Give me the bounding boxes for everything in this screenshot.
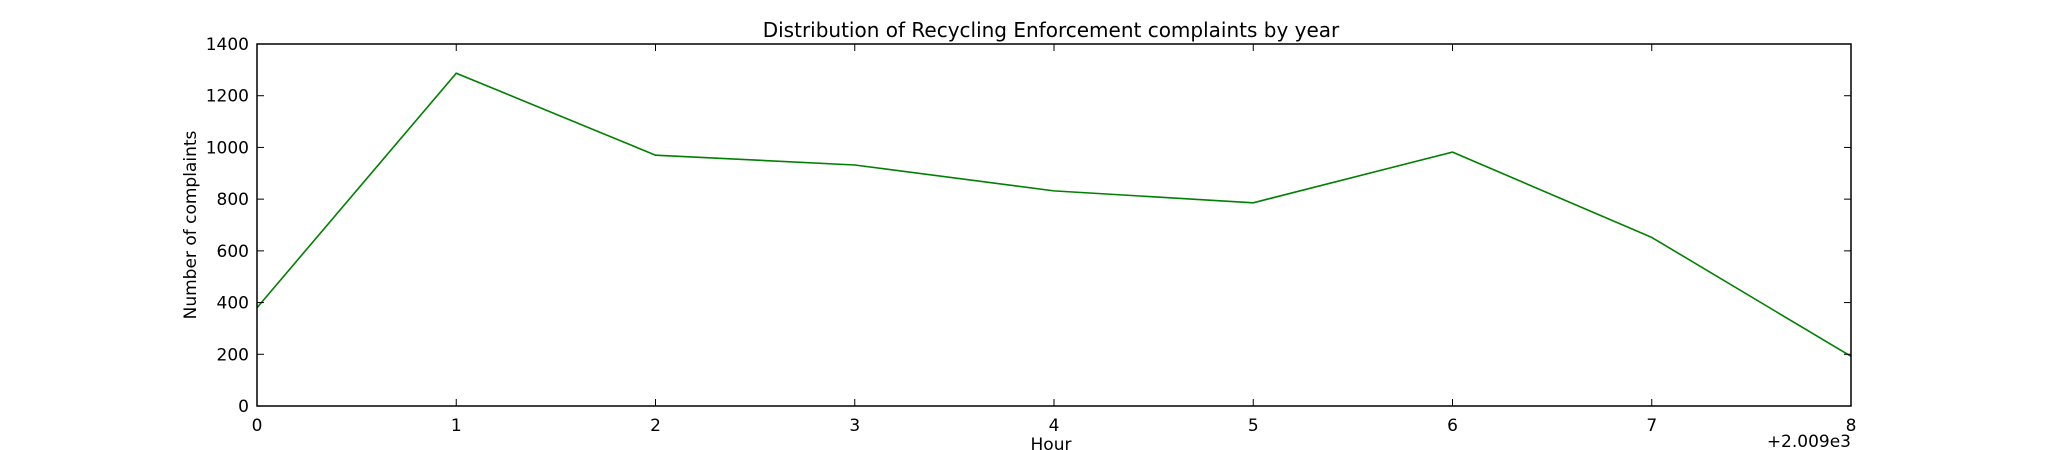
plot-frame <box>256 43 1852 407</box>
y-tick-label: 1200 <box>206 87 249 107</box>
x-tick-label: 2 <box>650 416 661 436</box>
y-tick-label: 1000 <box>206 138 249 158</box>
x-tick-label: 5 <box>1248 416 1259 436</box>
y-tick-label: 600 <box>217 242 249 262</box>
y-tick-label: 800 <box>217 190 249 210</box>
y-axis-label: Number of complaints <box>181 130 201 319</box>
y-tick-label: 1400 <box>206 35 249 55</box>
x-tick-label: 6 <box>1447 416 1458 436</box>
plot-area <box>256 72 1852 358</box>
x-tick-label: 0 <box>252 416 263 436</box>
x-axis-label: Hour <box>1031 435 1072 450</box>
y-tick-label: 200 <box>217 345 249 365</box>
x-tick-label: 1 <box>451 416 462 436</box>
x-axis-ticks: 0 1 2 3 4 5 6 7 8 <box>252 44 1857 436</box>
x-tick-label: 8 <box>1846 416 1857 436</box>
x-axis-offset-label: +2.009e3 <box>1767 432 1851 450</box>
x-tick-label: 4 <box>1049 416 1060 436</box>
y-tick-label: 0 <box>238 397 249 417</box>
series-line-0 <box>256 72 1852 358</box>
x-tick-label: 7 <box>1646 416 1657 436</box>
chart-title: Distribution of Recycling Enforcement co… <box>763 18 1340 42</box>
y-tick-label: 400 <box>217 294 249 314</box>
y-axis-ticks: 0 200 400 600 800 1000 1200 1400 <box>206 35 1851 417</box>
x-tick-label: 3 <box>849 416 860 436</box>
